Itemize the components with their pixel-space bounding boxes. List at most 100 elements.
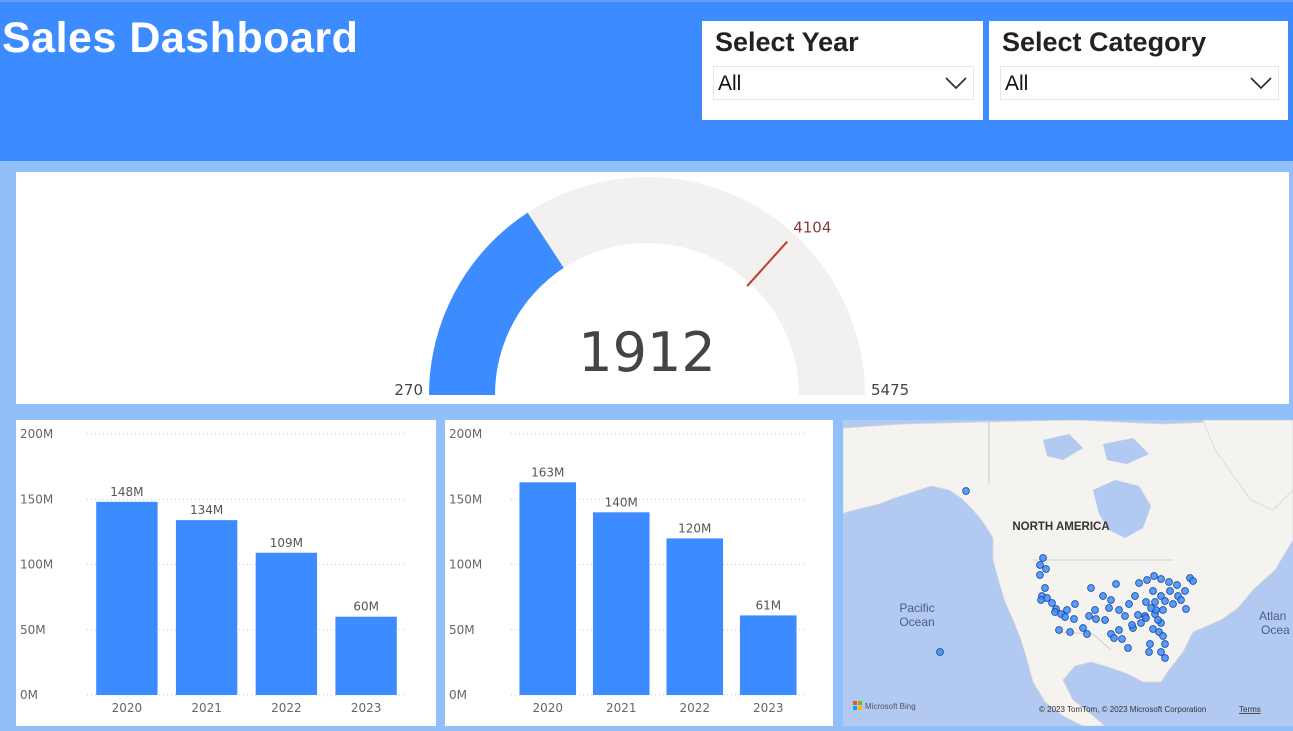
- map-point[interactable]: [1159, 606, 1167, 614]
- map-point[interactable]: [1121, 612, 1129, 620]
- map-point[interactable]: [1071, 600, 1079, 608]
- map-point[interactable]: [1157, 575, 1165, 583]
- bar[interactable]: [666, 538, 724, 695]
- y-tick-label: 100M: [20, 558, 53, 572]
- bar[interactable]: [175, 520, 238, 695]
- gauge-max-label: 5475: [871, 381, 909, 399]
- gauge-fill: [429, 212, 564, 395]
- map-point[interactable]: [1166, 587, 1174, 595]
- map-point[interactable]: [1066, 628, 1074, 636]
- map-point[interactable]: [1149, 587, 1157, 595]
- map-point[interactable]: [1112, 580, 1120, 588]
- map-point[interactable]: [1087, 584, 1095, 592]
- map-panel[interactable]: NORTH AMERICA Pacific Ocean Atlan Ocea M…: [843, 420, 1293, 726]
- map-point[interactable]: [1177, 596, 1185, 604]
- bar[interactable]: [96, 501, 158, 695]
- y-tick-label: 0M: [20, 688, 38, 702]
- map-point[interactable]: [1099, 592, 1107, 600]
- map-points[interactable]: [936, 487, 1197, 662]
- map-point[interactable]: [1107, 596, 1115, 604]
- map-point[interactable]: [1101, 616, 1109, 624]
- map-point[interactable]: [1105, 604, 1113, 612]
- map-point[interactable]: [1157, 592, 1165, 600]
- map-point[interactable]: [1135, 579, 1143, 587]
- map-point[interactable]: [1061, 613, 1069, 621]
- map-point[interactable]: [1070, 615, 1078, 623]
- sales-map[interactable]: NORTH AMERICA Pacific Ocean Atlan Ocea M…: [843, 420, 1293, 726]
- map-point[interactable]: [1149, 625, 1157, 633]
- arctic-islands: [1043, 434, 1149, 464]
- map-point[interactable]: [1085, 612, 1093, 620]
- map-point[interactable]: [936, 648, 944, 656]
- map-point[interactable]: [1150, 572, 1158, 580]
- map-point[interactable]: [1147, 604, 1155, 612]
- map-point[interactable]: [1048, 599, 1056, 607]
- gauge-panel: 4104 1912 270 5475: [16, 172, 1289, 404]
- year-dropdown[interactable]: All: [713, 66, 974, 100]
- map-point[interactable]: [1173, 581, 1181, 589]
- map-point[interactable]: [1181, 587, 1189, 595]
- map-point[interactable]: [1154, 616, 1162, 624]
- map-point[interactable]: [1039, 554, 1047, 562]
- map-point[interactable]: [1134, 611, 1142, 619]
- microsoft-logo-icon: [853, 701, 862, 710]
- bar[interactable]: [739, 615, 797, 695]
- map-point[interactable]: [1037, 596, 1045, 604]
- x-tick-label: 2023: [351, 701, 382, 715]
- y-tick-label: 50M: [449, 623, 475, 637]
- bar[interactable]: [255, 552, 318, 695]
- map-point[interactable]: [1182, 605, 1190, 613]
- bar-data-label: 109M: [270, 536, 303, 550]
- map-point[interactable]: [1063, 606, 1071, 614]
- map-point[interactable]: [1036, 571, 1044, 579]
- map-point[interactable]: [1161, 597, 1169, 605]
- map-point[interactable]: [1157, 648, 1165, 656]
- chevron-down-icon: [945, 77, 967, 90]
- map-point[interactable]: [1161, 654, 1169, 662]
- map-terms-link[interactable]: Terms: [1239, 705, 1261, 714]
- y-tick-label: 150M: [449, 492, 482, 506]
- map-point[interactable]: [1137, 619, 1145, 627]
- map-point[interactable]: [1161, 640, 1169, 648]
- map-point[interactable]: [1118, 635, 1126, 643]
- map-point[interactable]: [1165, 578, 1173, 586]
- year-dropdown-value: All: [718, 72, 742, 95]
- bar[interactable]: [335, 616, 397, 695]
- y-tick-label: 50M: [20, 623, 46, 637]
- map-point[interactable]: [1151, 598, 1159, 606]
- map-point[interactable]: [1110, 634, 1118, 642]
- map-point[interactable]: [1091, 606, 1099, 614]
- map-point[interactable]: [1142, 598, 1150, 606]
- map-point[interactable]: [1128, 621, 1136, 629]
- bar[interactable]: [592, 512, 650, 695]
- x-tick-label: 2023: [753, 701, 784, 715]
- map-point[interactable]: [1036, 561, 1044, 569]
- map-point[interactable]: [1055, 626, 1063, 634]
- map-point[interactable]: [1142, 614, 1150, 622]
- map-point[interactable]: [1079, 624, 1087, 632]
- map-point[interactable]: [1131, 592, 1139, 600]
- bar[interactable]: [519, 482, 577, 695]
- gauge-value: 1912: [578, 321, 715, 384]
- page-title: Sales Dashboard: [2, 14, 359, 62]
- map-point[interactable]: [962, 487, 970, 495]
- map-point[interactable]: [1143, 576, 1151, 584]
- map-point[interactable]: [1083, 630, 1091, 638]
- map-point[interactable]: [1169, 600, 1177, 608]
- map-point[interactable]: [1145, 648, 1153, 656]
- map-point[interactable]: [1125, 600, 1133, 608]
- map-point[interactable]: [1124, 644, 1132, 652]
- map-point[interactable]: [1115, 626, 1123, 634]
- header-bar: Sales Dashboard Select Year All Select C…: [0, 0, 1293, 161]
- map-point[interactable]: [1146, 640, 1154, 648]
- map-point[interactable]: [1092, 615, 1100, 623]
- map-point[interactable]: [1042, 565, 1050, 573]
- map-point[interactable]: [1041, 584, 1049, 592]
- map-point[interactable]: [1115, 606, 1123, 614]
- map-point[interactable]: [1159, 632, 1167, 640]
- map-point[interactable]: [1189, 577, 1197, 585]
- gauge-min-label: 270: [394, 381, 423, 399]
- x-tick-label: 2020: [112, 701, 143, 715]
- profit-by-year-chart: 0M 50M 100M 150M 200M 163M 2020 140M 2021 120M 202…: [449, 427, 805, 715]
- category-dropdown[interactable]: All: [1000, 66, 1279, 100]
